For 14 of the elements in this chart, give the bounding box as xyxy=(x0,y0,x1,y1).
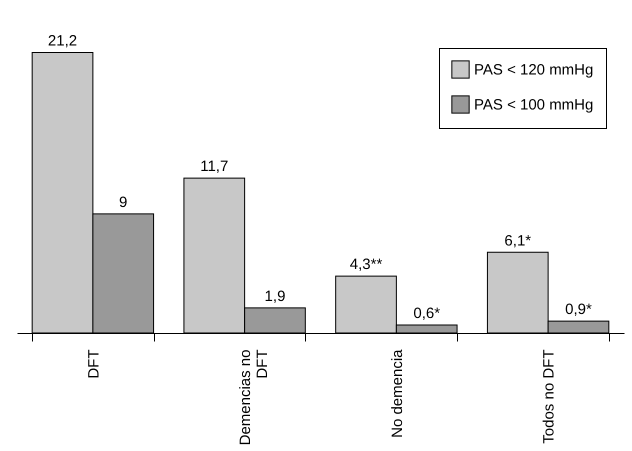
data-label: 0,9* xyxy=(565,301,592,318)
data-label: 11,7 xyxy=(200,158,228,176)
data-label: 9 xyxy=(119,194,128,211)
data-label: 1,9 xyxy=(264,288,286,305)
legend-label: PAS < 100 mmHg xyxy=(474,96,594,114)
legend-label: PAS < 120 mmHg xyxy=(474,62,594,78)
x-tick-label: Demencias no DFT xyxy=(237,350,272,446)
x-tick-label: No demencia xyxy=(388,348,406,438)
data-label: 0,6* xyxy=(413,305,440,322)
data-label: 21,2 xyxy=(48,32,78,50)
x-tick-label: Todos no DFT xyxy=(540,350,558,444)
data-label: 6,1* xyxy=(504,232,532,250)
data-label: 4,3** xyxy=(350,256,382,274)
x-tick-label: DFT xyxy=(85,350,102,379)
